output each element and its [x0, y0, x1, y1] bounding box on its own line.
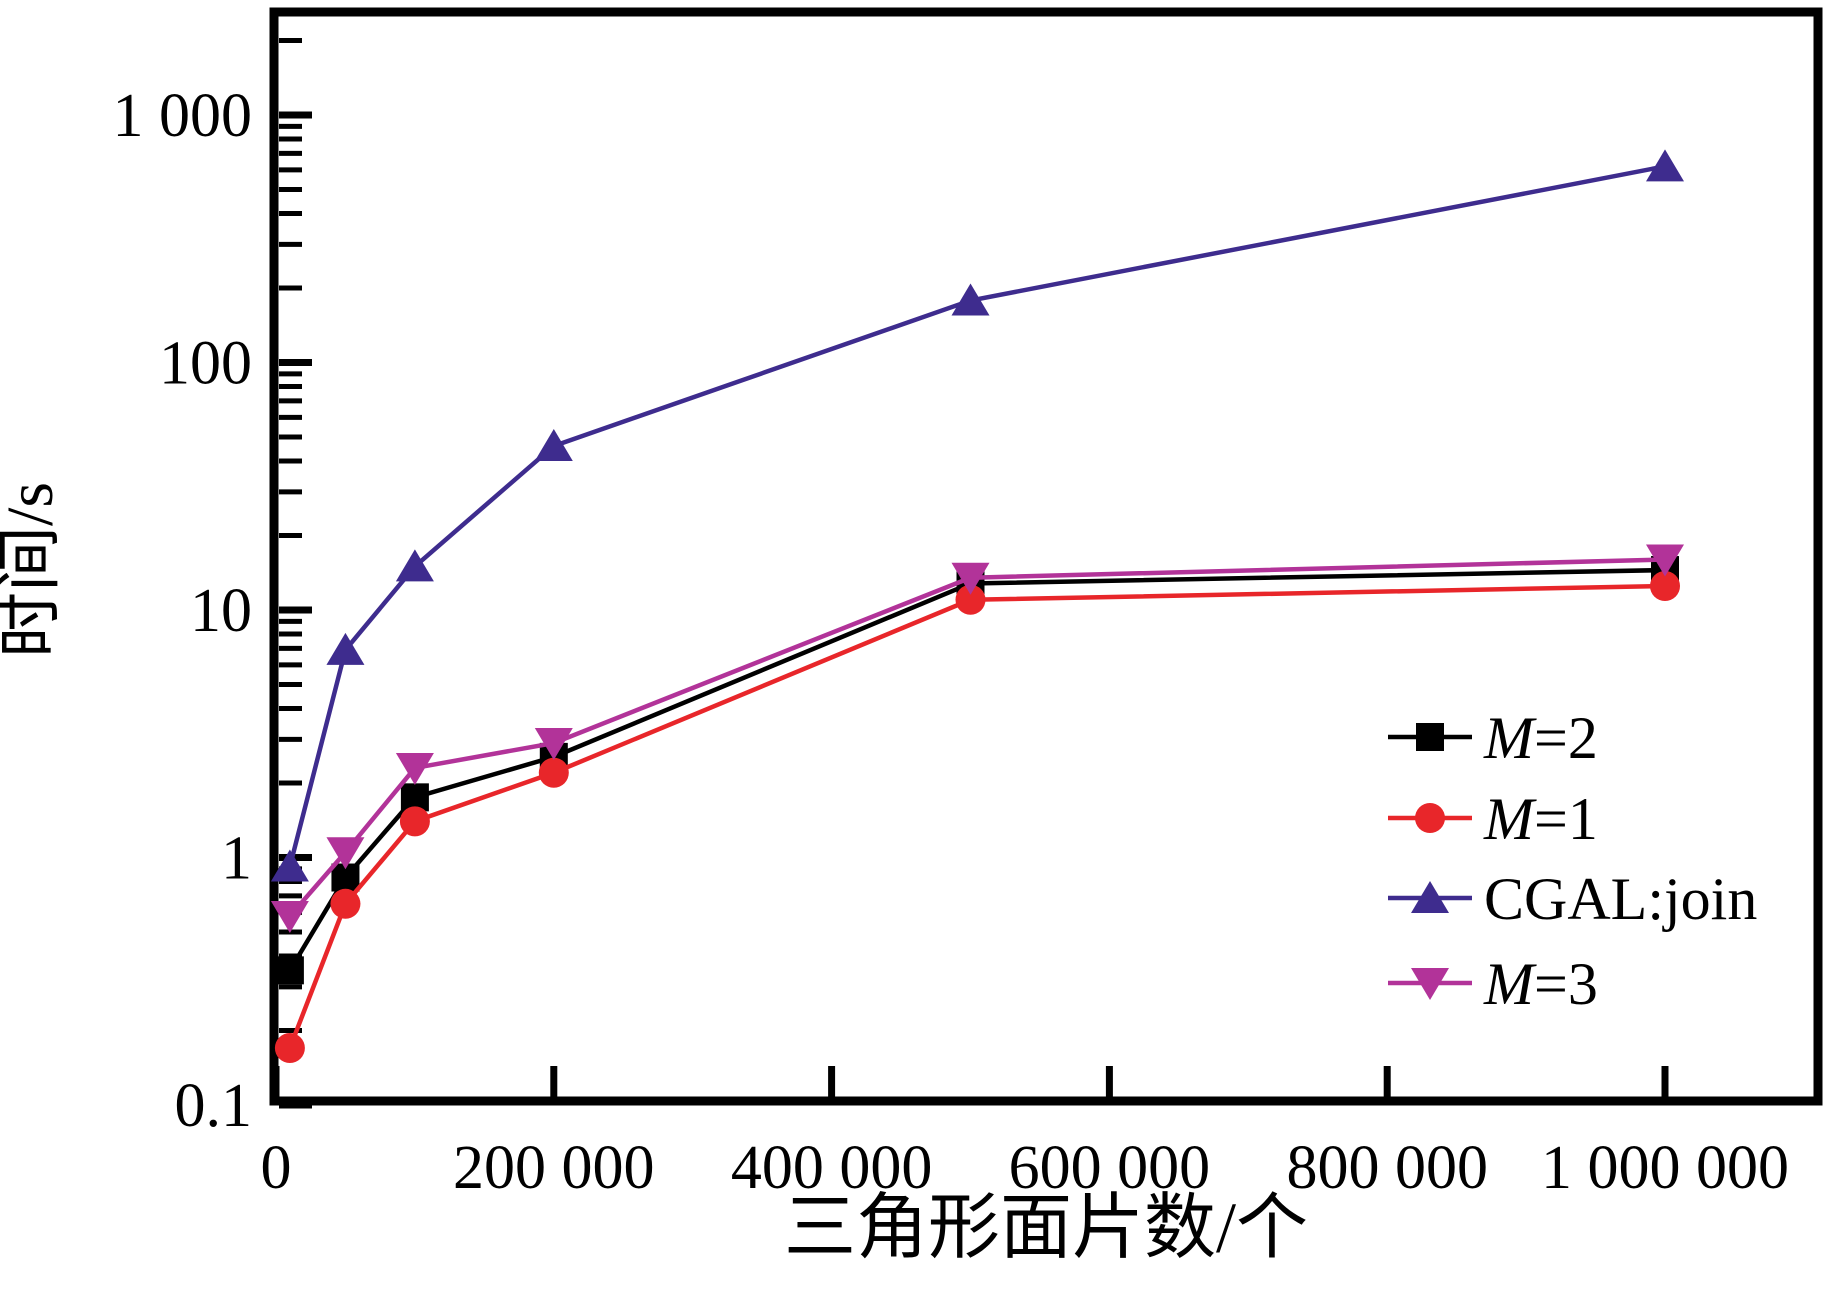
- series-marker-M=1: [1650, 571, 1680, 602]
- series-marker-M=3: [326, 837, 365, 870]
- y-tick-label-100: 100: [159, 330, 252, 398]
- series-marker-M=1: [538, 757, 569, 788]
- legend-marker-M=2: [1416, 723, 1444, 751]
- series-line-CGAL:join: [287, 164, 1666, 868]
- series-marker-M=1: [330, 888, 361, 919]
- legend-label-M=2: M=2: [1483, 705, 1598, 771]
- x-tick-label-1 000 000: 1 000 000: [1541, 1134, 1789, 1202]
- legend-label-M=3: M=3: [1483, 951, 1598, 1017]
- x-tick-label-200 000: 200 000: [453, 1134, 655, 1202]
- legend-label-CGAL:join: CGAL:join: [1484, 866, 1757, 932]
- series-marker-M=3: [1646, 544, 1684, 577]
- legend-marker-M=3: [1411, 968, 1449, 1000]
- series-marker-CGAL:join: [326, 632, 365, 665]
- y-axis-title: 时间/s: [0, 482, 67, 658]
- y-tick-label-1 000: 1 000: [113, 82, 253, 150]
- x-tick-label-800 000: 800 000: [1286, 1134, 1488, 1202]
- legend-marker-CGAL:join: [1411, 881, 1449, 913]
- series-marker-M=3: [270, 901, 309, 934]
- x-axis-title: 三角形面片数/个: [784, 1188, 1308, 1268]
- y-tick-label-1: 1: [221, 825, 252, 893]
- legend-label-M=1: M=1: [1483, 786, 1598, 852]
- series-marker-M=2: [275, 956, 304, 985]
- series-line-M=1: [287, 583, 1666, 1049]
- series-marker-M=1: [399, 806, 430, 837]
- x-tick-label-400 000: 400 000: [731, 1134, 933, 1202]
- series-marker-M=1: [955, 584, 986, 615]
- y-tick-label-10: 10: [190, 577, 252, 645]
- series-marker-CGAL:join: [395, 549, 434, 582]
- legend-marker-M=1: [1415, 803, 1445, 833]
- series-marker-M=3: [534, 728, 573, 761]
- x-tick-label-600 000: 600 000: [1009, 1134, 1211, 1202]
- series-marker-CGAL:join: [534, 428, 573, 461]
- series-marker-M=3: [395, 752, 434, 785]
- series-marker-M=1: [274, 1032, 305, 1063]
- series-marker-CGAL:join: [1646, 149, 1684, 182]
- x-tick-label-0: 0: [261, 1134, 292, 1202]
- series-marker-M=3: [951, 562, 990, 595]
- y-tick-label-0.1: 0.1: [175, 1072, 253, 1140]
- plot-frame: [269, 7, 1823, 1106]
- series-marker-CGAL:join: [951, 283, 990, 316]
- series-marker-CGAL:join: [270, 849, 309, 882]
- series-line-M=3: [288, 557, 1666, 918]
